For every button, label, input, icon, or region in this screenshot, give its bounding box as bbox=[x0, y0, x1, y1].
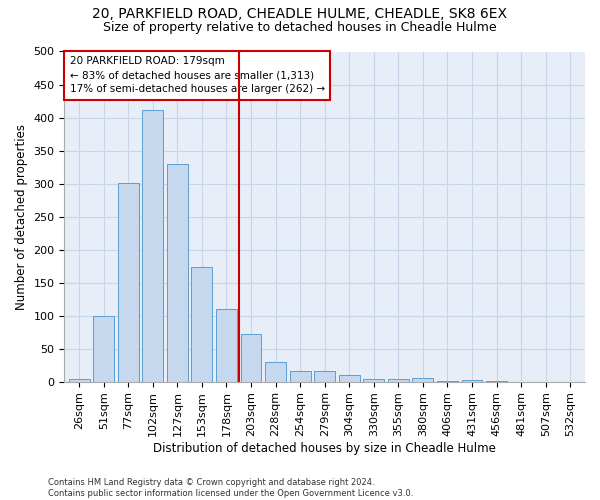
Bar bbox=[265, 362, 286, 382]
Bar bbox=[412, 378, 433, 382]
Bar bbox=[93, 316, 114, 382]
X-axis label: Distribution of detached houses by size in Cheadle Hulme: Distribution of detached houses by size … bbox=[153, 442, 496, 455]
Bar bbox=[364, 379, 384, 382]
Bar bbox=[290, 371, 311, 382]
Bar bbox=[388, 379, 409, 382]
Bar bbox=[69, 379, 89, 382]
Text: Contains HM Land Registry data © Crown copyright and database right 2024.
Contai: Contains HM Land Registry data © Crown c… bbox=[48, 478, 413, 498]
Text: 20, PARKFIELD ROAD, CHEADLE HULME, CHEADLE, SK8 6EX: 20, PARKFIELD ROAD, CHEADLE HULME, CHEAD… bbox=[92, 8, 508, 22]
Bar bbox=[167, 164, 188, 382]
Bar bbox=[437, 381, 458, 382]
Bar bbox=[339, 375, 359, 382]
Bar bbox=[314, 371, 335, 382]
Bar bbox=[486, 381, 507, 382]
Text: Size of property relative to detached houses in Cheadle Hulme: Size of property relative to detached ho… bbox=[103, 22, 497, 35]
Y-axis label: Number of detached properties: Number of detached properties bbox=[15, 124, 28, 310]
Bar bbox=[241, 334, 262, 382]
Bar bbox=[118, 183, 139, 382]
Bar bbox=[461, 380, 482, 382]
Bar bbox=[216, 309, 237, 382]
Text: 20 PARKFIELD ROAD: 179sqm
← 83% of detached houses are smaller (1,313)
17% of se: 20 PARKFIELD ROAD: 179sqm ← 83% of detac… bbox=[70, 56, 325, 94]
Bar bbox=[191, 266, 212, 382]
Bar bbox=[142, 110, 163, 382]
